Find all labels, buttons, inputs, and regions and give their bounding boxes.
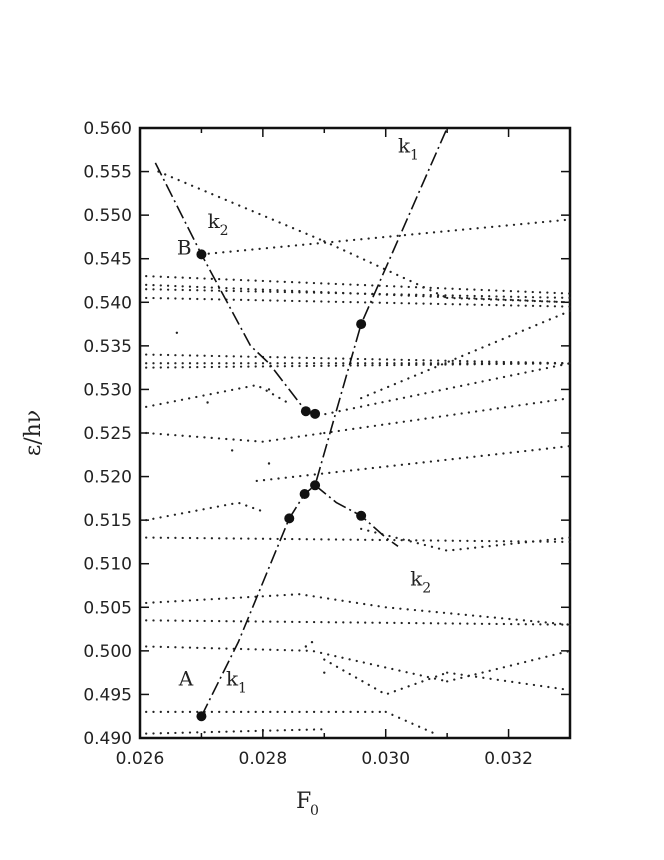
y-tick-label: 0.495 bbox=[83, 685, 132, 705]
dotted-level bbox=[145, 383, 289, 408]
dotted-level bbox=[145, 619, 572, 626]
stray-dot bbox=[304, 645, 308, 648]
dotted-levels bbox=[145, 170, 572, 735]
dotted-level bbox=[446, 649, 572, 683]
marked-point bbox=[196, 249, 207, 260]
dotted-level bbox=[157, 170, 326, 243]
y-tick-label: 0.540 bbox=[83, 293, 132, 313]
y-tick-label: 0.555 bbox=[83, 163, 132, 183]
dotted-level bbox=[145, 353, 572, 365]
dotted-level bbox=[317, 362, 572, 417]
stray-dot bbox=[206, 401, 209, 404]
y-tick-label: 0.530 bbox=[83, 380, 132, 400]
marked-point bbox=[299, 489, 310, 499]
marked-point bbox=[310, 408, 321, 419]
annotations: k 1k 2Bk 2A k 1 bbox=[177, 133, 431, 696]
marked-point bbox=[300, 406, 311, 417]
y-tick-label: 0.500 bbox=[83, 642, 132, 662]
annotation-subscript: 1 bbox=[410, 147, 419, 163]
x-tick-label: 0.028 bbox=[239, 749, 288, 769]
y-tick-label: 0.560 bbox=[83, 119, 132, 139]
y-tick-label: 0.515 bbox=[83, 511, 132, 531]
dotted-level bbox=[145, 501, 264, 522]
y-tick-label: 0.535 bbox=[83, 337, 132, 357]
x-tick-label: 0.032 bbox=[484, 749, 533, 769]
stray-dot bbox=[175, 331, 179, 334]
marked-point bbox=[356, 319, 367, 330]
x-axis-title: F bbox=[296, 789, 311, 814]
annotation-label: k bbox=[208, 209, 221, 233]
stray-dot bbox=[230, 449, 234, 452]
annotation-subscript: 2 bbox=[422, 581, 431, 597]
stray-dot bbox=[323, 671, 326, 674]
stray-dot bbox=[267, 462, 271, 465]
x-tick-label: 0.026 bbox=[116, 749, 165, 769]
dotted-level bbox=[360, 309, 572, 400]
annotation-label: B bbox=[177, 235, 192, 259]
dotted-level bbox=[145, 296, 572, 308]
plot-axes: 0.490 0.495 0.500 0.505 0.510 0.515 0.520 0.525… bbox=[21, 119, 572, 819]
dotted-level bbox=[145, 275, 572, 295]
dotted-level bbox=[446, 671, 572, 692]
y-tick-label: 0.550 bbox=[83, 206, 132, 226]
annotation-subscript: 2 bbox=[220, 223, 229, 239]
dotted-level bbox=[145, 593, 572, 626]
dotted-level bbox=[145, 288, 572, 300]
y-tick-label: 0.510 bbox=[83, 555, 132, 575]
marked-point bbox=[356, 510, 367, 521]
y-axis-title: ε/hν bbox=[21, 410, 46, 456]
annotation-label: k bbox=[410, 567, 423, 591]
x-tick-label: 0.030 bbox=[361, 749, 410, 769]
y-tick-label: 0.505 bbox=[83, 598, 132, 618]
marked-points bbox=[196, 249, 367, 722]
dotted-level bbox=[446, 296, 572, 304]
y-tick-label: 0.545 bbox=[83, 250, 132, 270]
dotted-level bbox=[200, 218, 572, 256]
dotted-level bbox=[323, 240, 449, 300]
annotation-subscript: 1 bbox=[238, 681, 247, 697]
marked-point bbox=[196, 711, 207, 722]
annotation-label: A bbox=[178, 667, 194, 691]
stray-dot bbox=[267, 388, 271, 391]
stray-dot bbox=[310, 640, 314, 644]
y-tick-label: 0.520 bbox=[83, 468, 132, 488]
dotted-level bbox=[145, 362, 572, 369]
annotation-label: k bbox=[226, 667, 239, 691]
marked-point bbox=[310, 480, 321, 491]
plot-frame bbox=[138, 126, 572, 740]
dotted-level bbox=[323, 397, 572, 435]
dotted-level bbox=[255, 444, 572, 483]
dotted-level bbox=[145, 536, 572, 544]
curve-k2 bbox=[154, 162, 316, 415]
dotted-level bbox=[360, 527, 572, 552]
dotted-level bbox=[145, 431, 326, 443]
marked-point bbox=[284, 513, 295, 524]
x-axis-title-subscript: 0 bbox=[310, 803, 319, 819]
annotation-label: k bbox=[398, 133, 411, 157]
y-tick-label: 0.490 bbox=[83, 729, 132, 749]
dotted-level bbox=[145, 728, 326, 735]
dotted-level bbox=[384, 710, 436, 735]
y-tick-label: 0.525 bbox=[83, 424, 132, 444]
curve-k1 bbox=[200, 127, 448, 717]
